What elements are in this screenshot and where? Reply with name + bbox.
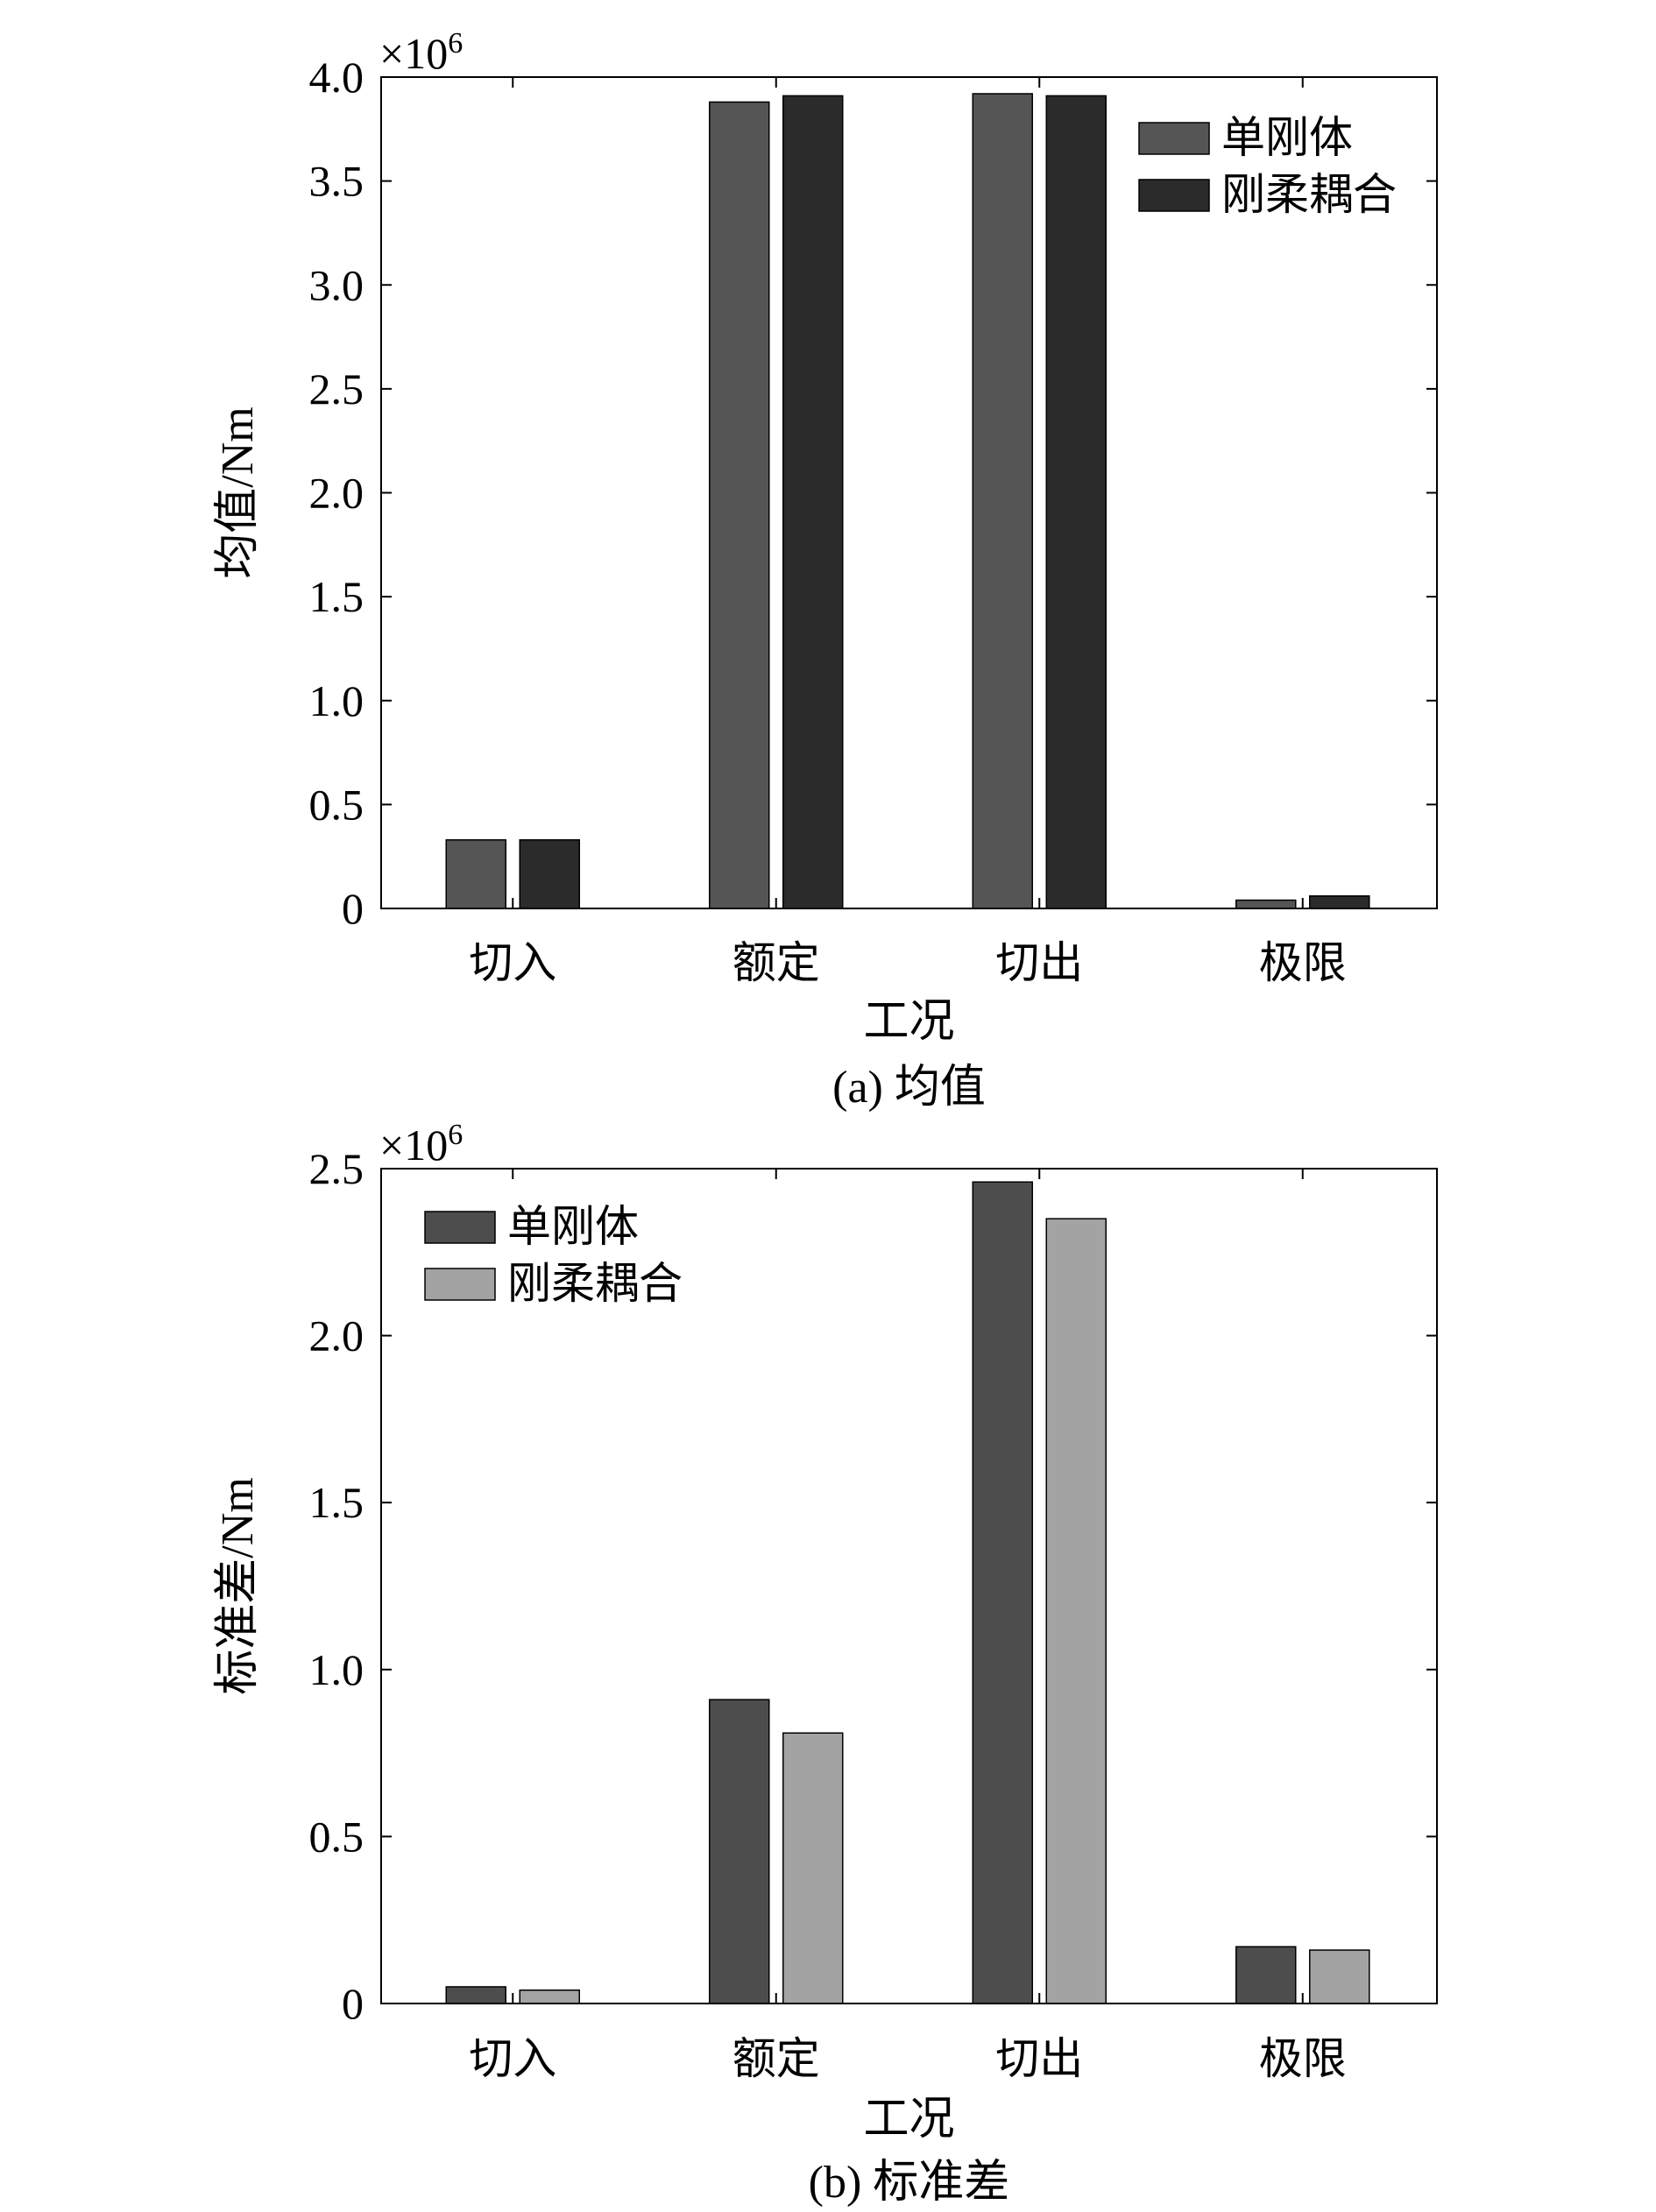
y-tick-label: 3.0 [309,260,364,309]
y-tick-label: 0.5 [309,1812,364,1861]
y-axis-title: 均值/Nm [213,406,263,578]
x-tick-label: 极限 [1259,938,1347,987]
bar [445,1986,506,2004]
chart-a: 0 0.5 1.0 1.5 2.0 2.5 3.0 3.5 4.0 切入 额定 切出 极限 ×106 工况 均… [213,27,1438,1113]
x-tick-label: 极限 [1259,2034,1347,2083]
axis-exponent: ×106 [379,1119,463,1170]
legend-swatch [1138,179,1210,212]
y-tick-label: 2.0 [309,469,364,518]
bar [445,838,506,909]
y-tick-label: 4.0 [309,53,364,102]
y-tick-label: 0 [342,1979,364,2028]
bar [972,1181,1033,2004]
x-tick-label: 切入 [469,938,556,987]
axis-exponent-power: 6 [448,27,463,60]
legend-swatch [1138,122,1210,155]
bar [1045,1218,1107,2004]
bar [1045,95,1107,909]
y-tick-label: 1.5 [309,1478,364,1527]
y-tick-label: 3.5 [309,157,364,206]
figure-caption: (b) 标准差 [809,2158,1010,2208]
legend-swatch [424,1268,496,1301]
y-tick-label: 2.5 [309,1144,364,1193]
bar [519,1989,580,2004]
legend-label: 刚柔耦合 [1221,170,1397,219]
y-tick-label: 1.0 [309,676,364,725]
legend-label: 单刚体 [507,1202,639,1251]
x-tick-label: 切出 [995,938,1083,987]
bar [1308,1949,1370,2004]
bar [782,95,844,909]
x-tick-label: 切出 [995,2034,1083,2083]
axes-box [380,1168,1438,2004]
legend-label: 单刚体 [1221,113,1353,162]
bar [782,1732,844,2004]
bar [1308,895,1370,909]
legend-label: 刚柔耦合 [507,1259,683,1308]
bar [708,1699,770,2004]
axis-exponent: ×106 [379,27,463,78]
y-tick-label: 0.5 [309,780,364,829]
legend-swatch [424,1211,496,1244]
y-tick-label: 2.0 [309,1311,364,1360]
x-tick-label: 额定 [732,2034,820,2083]
figure-caption: (a) 均值 [832,1063,986,1113]
y-tick-label: 1.0 [309,1645,364,1694]
bar [1235,1946,1297,2004]
x-axis-title: 工况 [863,997,954,1047]
bar [1235,899,1297,909]
y-tick-label: 2.5 [309,364,364,413]
bar [708,101,770,909]
bar [972,93,1033,909]
bar [519,838,580,909]
axis-exponent-power: 6 [448,1119,463,1151]
x-tick-label: 切入 [469,2034,556,2083]
x-tick-label: 额定 [732,938,820,987]
y-tick-label: 1.5 [309,572,364,621]
y-tick-label: 0 [342,884,364,933]
chart-b: 0 0.5 1.0 1.5 2.0 2.5 切入 额定 切出 极限 ×106 工况 标准差/Nm (b) … [213,1119,1438,2208]
y-axis-title: 标准差/Nm [213,1477,263,1694]
x-axis-title: 工况 [863,2095,954,2145]
